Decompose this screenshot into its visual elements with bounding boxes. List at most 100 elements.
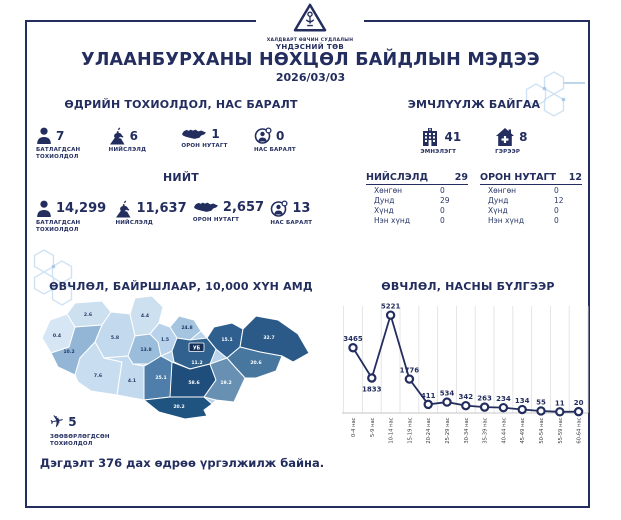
table-row: Хөнгөн 0 — [480, 185, 582, 195]
stat-home-care: 8 ГЭРЭЭР — [495, 127, 528, 156]
stat-value: 2,657 — [222, 199, 265, 215]
svg-text:19.2: 19.2 — [220, 380, 231, 386]
severity-table-capital: НИЙСЛЭЛД 29 Хөнгөн 0 Дунд 29 Хүнд 0 Нэн хүн… — [366, 172, 468, 225]
stat-value: 13 — [292, 201, 311, 217]
svg-text:20: 20 — [574, 399, 584, 407]
data-point — [517, 404, 527, 415]
svg-text:534: 534 — [440, 390, 455, 398]
map-svg: 0.4 2.6 10.2 5.8 4.4 7.6 13.8 4.1 1.5 24.8 25.1 11.… — [41, 295, 310, 420]
stat-label: НИЙСЛЭЛД — [115, 219, 153, 226]
stat-capital-daily: 6 НИЙСЛЭЛД — [109, 127, 181, 161]
stat-label: БАТЛАГДСАН ТОХИОЛДОЛ — [36, 147, 81, 160]
svg-text:10.2: 10.2 — [63, 349, 74, 355]
stat-hospitalized: 41 ЭМНЭЛЭГТ — [420, 127, 461, 156]
svg-text:55: 55 — [536, 398, 546, 406]
svg-text:50-54 нас: 50-54 нас — [539, 417, 545, 443]
data-point — [367, 373, 377, 383]
data-point — [461, 400, 471, 411]
stat-deaths-total: 13 НАС БАРАЛТ — [270, 200, 326, 234]
row-label: Хүнд — [374, 205, 394, 215]
stat-label: НАС БАРАЛТ — [270, 219, 313, 226]
row-value: 0 — [440, 205, 445, 215]
mongolia-choropleth-map: 0.4 2.6 10.2 5.8 4.4 7.6 13.8 4.1 1.5 24.8 25.1 11.… — [38, 294, 323, 426]
stat-capital-total: 11,637 НИЙСЛЭЛД — [115, 200, 192, 234]
svg-text:40-44 нас: 40-44 нас — [501, 417, 507, 443]
row-value: 0 — [554, 185, 559, 195]
svg-text:45-49 нас: 45-49 нас — [520, 417, 526, 443]
stat-label: ЭМНЭЛЭГТ — [420, 149, 457, 155]
row-label: Хүнд — [488, 205, 508, 215]
row-label: Хөнгөн — [374, 185, 403, 195]
stat-value: 14,299 — [56, 201, 107, 217]
svg-text:263: 263 — [477, 395, 492, 403]
svg-text:24.8: 24.8 — [181, 325, 192, 331]
org-logo: ХАЛДВАРТ ӨВЧИН СУДЛАЛЫН ҮНДЭСНИЙ ТӨВ — [256, 0, 364, 52]
data-point — [498, 402, 509, 413]
svg-text:0-4 нас: 0-4 нас — [351, 417, 357, 437]
severity-tables: НИЙСЛЭЛД 29 Хөнгөн 0 Дунд 29 Хүнд 0 Нэн хүн… — [360, 172, 588, 225]
svg-text:55-59 нас: 55-59 нас — [558, 417, 564, 443]
svg-text:5-9 нас: 5-9 нас — [370, 417, 376, 437]
report-date: 2026/03/03 — [275, 71, 346, 84]
death-icon — [254, 127, 272, 144]
stat-value: 1 — [211, 127, 220, 141]
stat-confirmed-daily: 7 БАТЛАГДСАН ТОХИОЛДОЛ — [36, 127, 108, 161]
mongolia-icon — [182, 129, 207, 139]
daily-stats-row: 7 БАТЛАГДСАН ТОХИОЛДОЛ 6 НИЙСЛЭЛД 1 — [32, 127, 330, 161]
stat-value: 41 — [444, 130, 462, 144]
row-value: 0 — [554, 215, 559, 225]
page-title: УЛААНБУРХАНЫ НӨХЦӨЛ БАЙДЛЫН МЭДЭЭ — [81, 50, 540, 70]
data-point — [348, 343, 358, 353]
svg-text:4.1: 4.1 — [128, 378, 136, 384]
severity-table-title: НИЙСЛЭЛД — [366, 171, 429, 183]
svg-text:30-34 нас: 30-34 нас — [464, 417, 470, 443]
age-chart-svg: 3465 0-4 нас 1833 5-9 нас 5221 10-14 нас 1776 1… — [342, 303, 589, 444]
svg-text:60-64 нас: 60-64 нас — [577, 417, 583, 443]
org-name-line2: ҮНДЭСНИЙ ТӨВ — [275, 43, 345, 51]
table-row: Хүнд 0 — [480, 205, 582, 215]
hexagon-decoration-top-right — [525, 71, 585, 117]
svg-text:0.4: 0.4 — [53, 333, 61, 339]
age-group-chart: 3465 0-4 нас 1833 5-9 нас 5221 10-14 нас 1776 1… — [339, 292, 591, 456]
svg-text:25-29 нас: 25-29 нас — [445, 417, 451, 443]
severity-table-total: 29 — [454, 171, 468, 183]
svg-text:234: 234 — [496, 395, 511, 403]
stat-label: ОРОН НУТАГТ — [192, 216, 240, 223]
severity-table-title: ОРОН НУТАГТ — [480, 171, 557, 183]
table-row: Дунд 12 — [480, 195, 582, 205]
svg-text:13.8: 13.8 — [140, 347, 151, 353]
stat-provinces-total: 2,657 ОРОН НУТАГТ — [193, 200, 270, 234]
data-point — [573, 406, 584, 417]
svg-text:11.2: 11.2 — [191, 360, 202, 366]
svg-text:15.1: 15.1 — [221, 337, 232, 343]
ncCD-logo-icon — [293, 3, 327, 32]
svg-text:58.6: 58.6 — [188, 380, 199, 386]
stat-value: 7 — [56, 129, 65, 143]
person-icon — [37, 127, 51, 144]
stat-label: ГЭРЭЭР — [495, 149, 521, 155]
table-row: Хүнд 0 — [366, 205, 468, 215]
stat-label: ОРОН НУТАГТ — [181, 143, 228, 149]
svg-text:2.6: 2.6 — [84, 312, 92, 318]
total-stats-row: 14,299 БАТЛАГДСАН ТОХИОЛДОЛ 11,637 НИЙСЛ… — [32, 200, 330, 234]
row-label: Нэн хүнд — [374, 215, 411, 225]
data-point — [385, 310, 396, 320]
row-label: Дунд — [488, 195, 509, 205]
svg-text:134: 134 — [515, 397, 530, 405]
svg-text:10-14 нас: 10-14 нас — [389, 417, 395, 443]
svg-text:32.7: 32.7 — [263, 335, 274, 341]
table-row: Нэн хүнд 0 — [480, 215, 582, 225]
svg-text:1833: 1833 — [362, 386, 382, 394]
map-region-dornogovi: 19.2 — [203, 357, 246, 403]
airplane-icon: ✈ — [48, 410, 67, 434]
svg-text:35-39 нас: 35-39 нас — [483, 417, 489, 443]
row-value: 0 — [554, 205, 559, 215]
svg-text:3465: 3465 — [343, 335, 363, 343]
stat-confirmed-total: 14,299 БАТЛАГДСАН ТОХИОЛДОЛ — [36, 200, 115, 234]
treatment-stats-row: 41 ЭМНЭЛЭГТ 8 ГЭРЭЭР — [360, 127, 588, 156]
svg-text:1776: 1776 — [400, 367, 420, 375]
table-row: Нэн хүнд 0 — [366, 215, 468, 225]
severity-table-provinces: ОРОН НУТАГТ 12 Хөнгөн 0 Дунд 12 Хүнд 0 Нэн … — [480, 172, 582, 225]
svg-text:4.4: 4.4 — [141, 313, 149, 319]
